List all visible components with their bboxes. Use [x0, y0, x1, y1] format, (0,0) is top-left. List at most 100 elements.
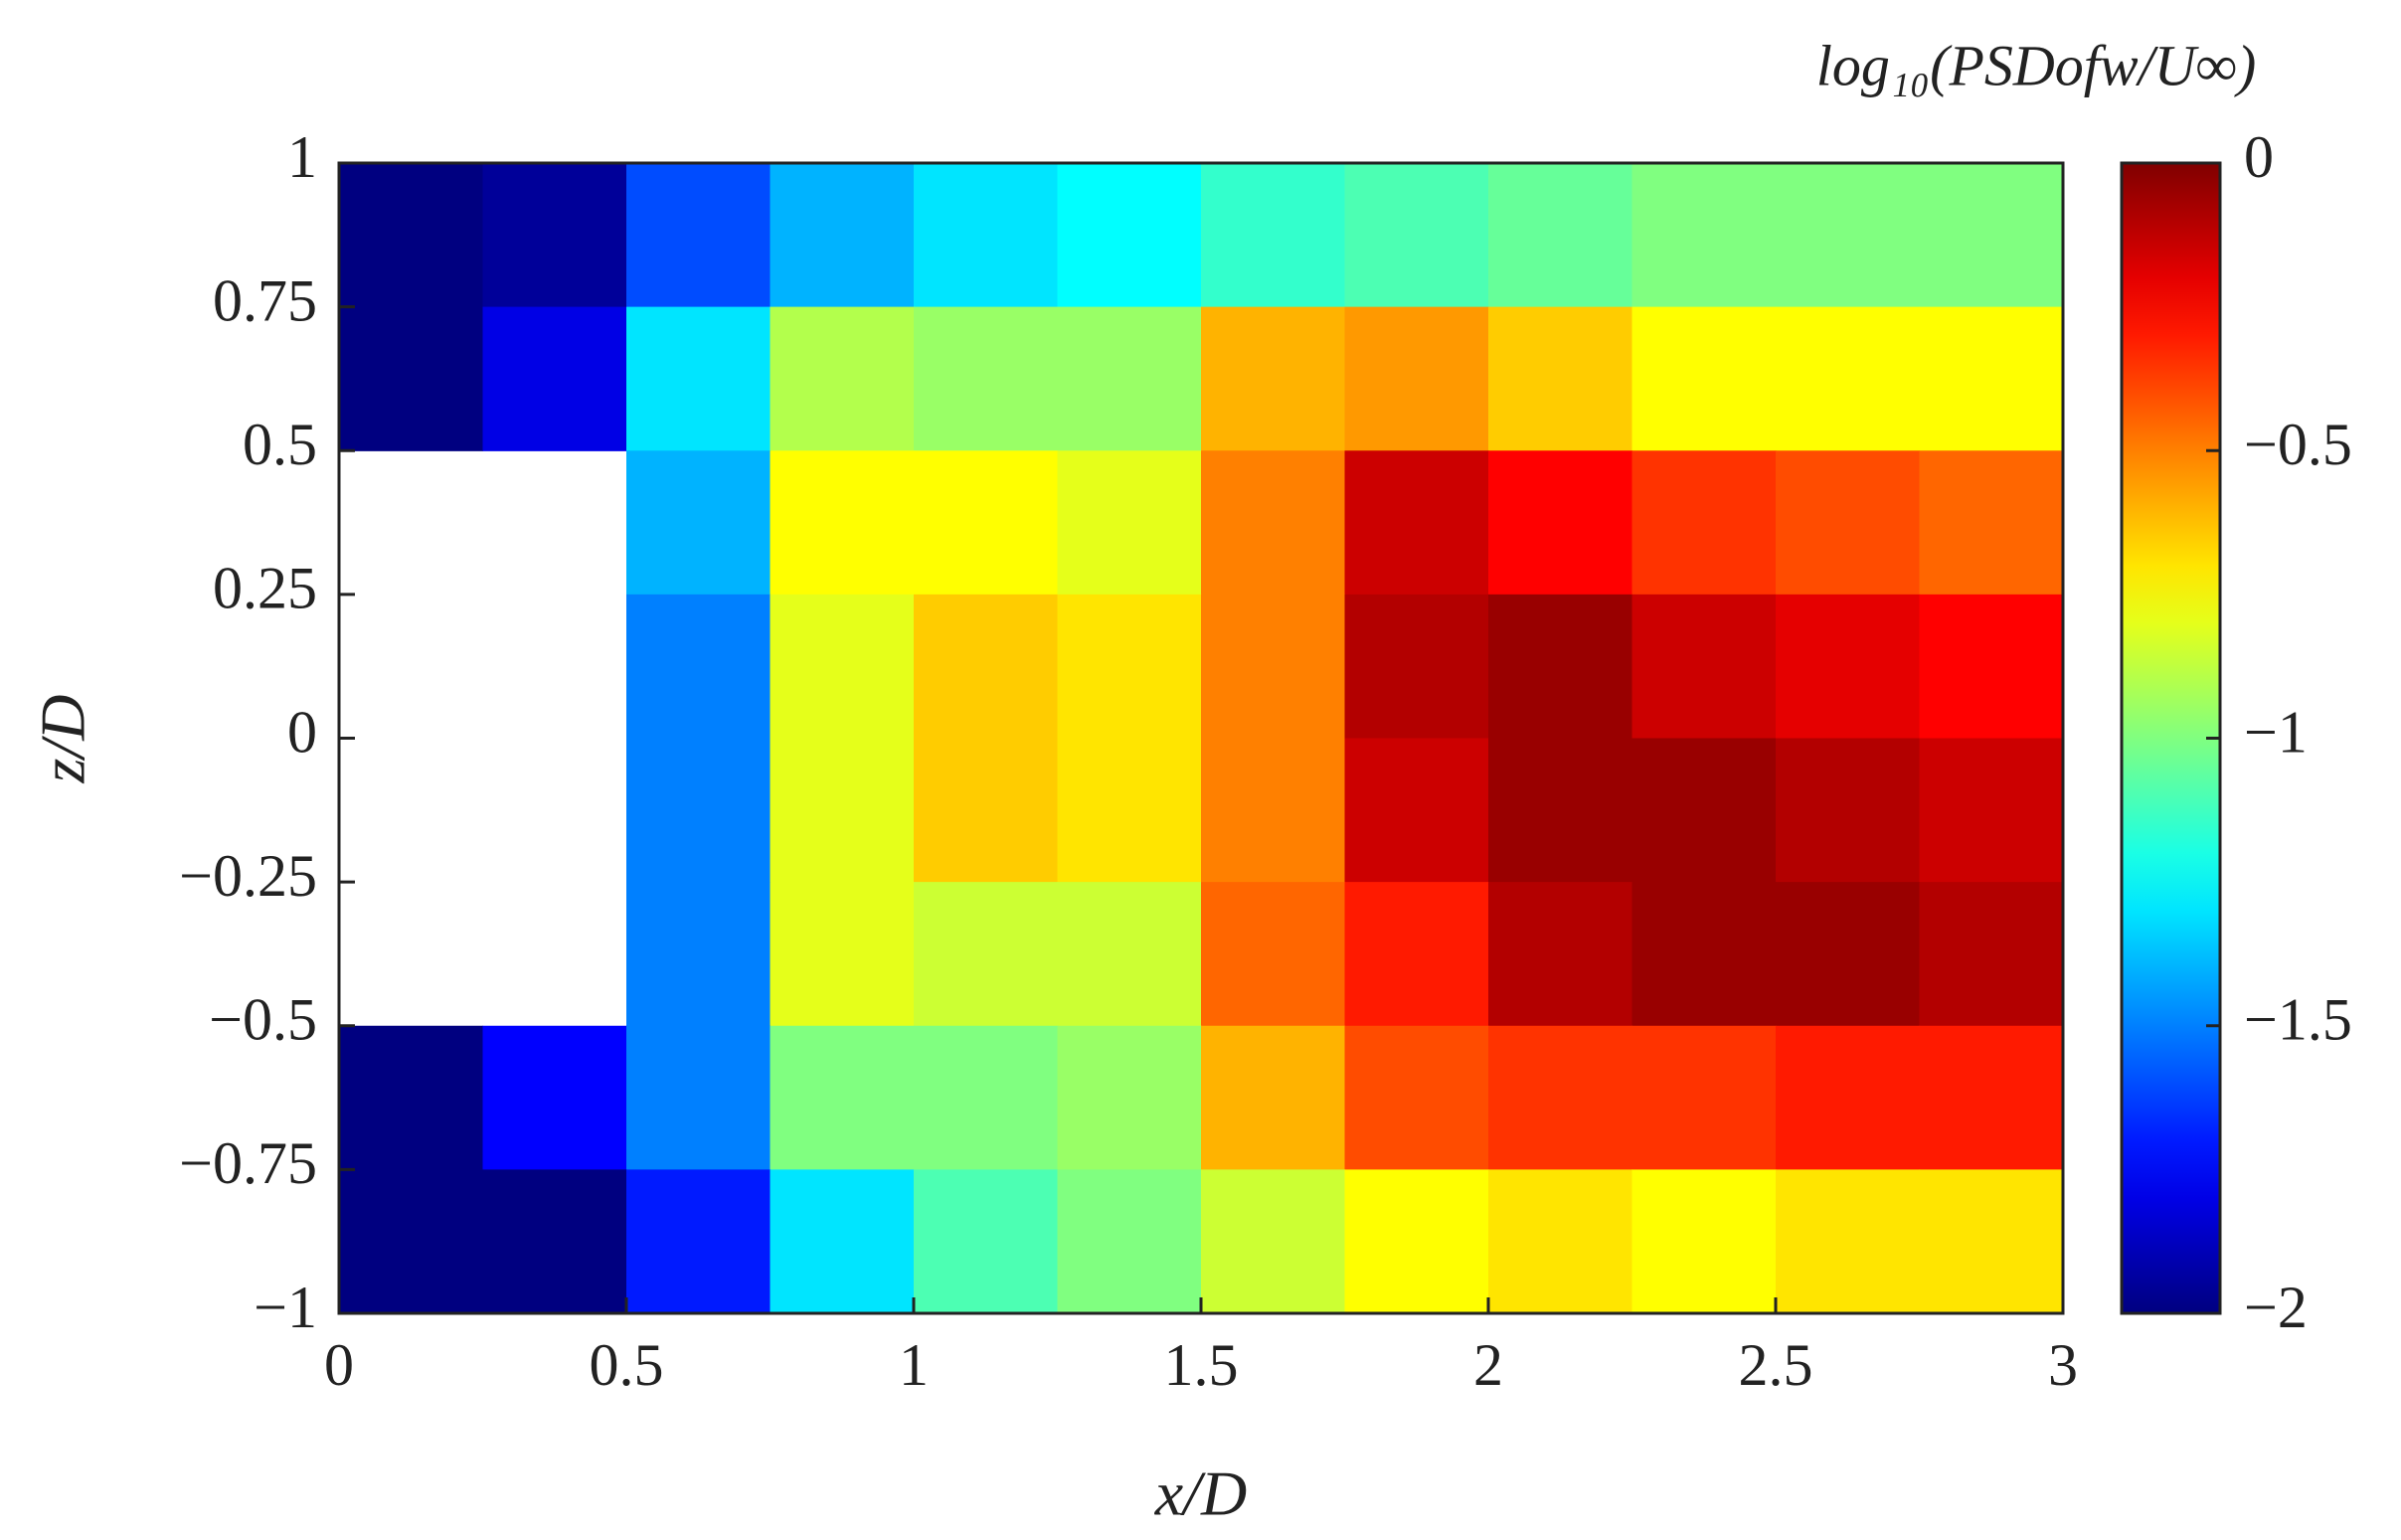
y-tick-label: −0.25: [179, 843, 317, 909]
x-axis-label: x/D: [1154, 1458, 1247, 1529]
heatmap-cell: [1919, 1025, 2064, 1170]
heatmap-cell: [1344, 306, 1489, 451]
heatmap-cell: [626, 1025, 772, 1170]
heatmap-cell: [626, 163, 772, 308]
heatmap-cell: [770, 594, 915, 740]
heatmap-cell: [1057, 1025, 1202, 1170]
heatmap-cell: [914, 1169, 1059, 1314]
heatmap-cell: [1776, 1025, 1921, 1170]
heatmap-cell: [1057, 163, 1202, 308]
y-tick-label: 0.25: [213, 556, 317, 621]
x-tick-label: 0: [324, 1332, 354, 1398]
heatmap-cell: [1201, 738, 1346, 883]
heatmap-cell: [626, 450, 772, 596]
heatmap-cell: [1488, 1025, 1633, 1170]
colorbar: [2120, 161, 2222, 1315]
y-tick-label: 0.75: [213, 267, 317, 333]
heatmap-cell: [1776, 450, 1921, 596]
heatmap-cell: [339, 1025, 484, 1170]
heatmap-cell: [339, 163, 484, 308]
heatmap-cell: [914, 594, 1059, 740]
y-tick-label: 1: [287, 124, 317, 190]
heatmap-cell: [914, 163, 1059, 308]
heatmap-cell: [1919, 163, 2064, 308]
heatmap-cell: [1919, 882, 2064, 1027]
heatmap-cell: [1919, 738, 2064, 883]
y-tick-label: −0.75: [179, 1130, 317, 1196]
heatmap-cell: [770, 306, 915, 451]
heatmap-cell: [1919, 306, 2064, 451]
y-tick-label: −0.5: [209, 987, 317, 1053]
heatmap-cell: [1776, 882, 1921, 1027]
y-tick-label: 0.5: [243, 412, 317, 477]
heatmap-cell: [914, 306, 1059, 451]
colorbar-tick-label: −2: [2244, 1275, 2308, 1340]
x-tick-label: 0.5: [590, 1332, 664, 1398]
heatmap-cell: [1201, 882, 1346, 1027]
heatmap-cell: [1201, 306, 1346, 451]
heatmap-cell: [1057, 450, 1202, 596]
x-tick-label: 1.5: [1164, 1332, 1239, 1398]
colorbar-tick-label: −1.5: [2244, 987, 2352, 1053]
heatmap-cell: [626, 594, 772, 740]
heatmap-cell: [1488, 738, 1633, 883]
heatmap-cell: [770, 1025, 915, 1170]
heatmap-cell: [339, 1169, 484, 1314]
heatmap-cell: [482, 1025, 627, 1170]
heatmap-cell: [914, 450, 1059, 596]
colorbar-tick-label: −1: [2244, 699, 2308, 765]
heatmap-cell: [770, 882, 915, 1027]
heatmap-cell: [1344, 163, 1489, 308]
heatmap-cell: [1919, 1169, 2064, 1314]
heatmap-cell: [1344, 1169, 1489, 1314]
heatmap-cell: [482, 306, 627, 451]
heatmap-cell: [1488, 163, 1633, 308]
heatmap-cell: [339, 306, 484, 451]
heatmap-cell: [1057, 306, 1202, 451]
heatmap-cell: [1488, 1169, 1633, 1314]
heatmap-cell: [1631, 1169, 1777, 1314]
heatmap-cell: [1344, 450, 1489, 596]
heatmap-cell: [1776, 163, 1921, 308]
heatmap-cell: [1488, 594, 1633, 740]
heatmap-cell: [1776, 738, 1921, 883]
heatmap-cell: [770, 1169, 915, 1314]
heatmap-cell: [914, 1025, 1059, 1170]
heatmap-cell: [914, 738, 1059, 883]
heatmap-cell: [1344, 594, 1489, 740]
heatmap-cell: [1344, 1025, 1489, 1170]
x-tick-label: 2: [1473, 1332, 1503, 1398]
heatmap-cell: [1057, 738, 1202, 883]
heatmap-cell: [626, 882, 772, 1027]
heatmap-cell: [1201, 1025, 1346, 1170]
x-tick-label: 1: [899, 1332, 929, 1398]
heatmap-cell: [482, 163, 627, 308]
heatmap-cell: [1488, 882, 1633, 1027]
colorbar-title: log₁₀(PSDofw/U∞): [1816, 33, 2257, 97]
heatmap-cell: [1057, 594, 1202, 740]
colorbar-tick-label: −0.5: [2244, 412, 2352, 477]
heatmap-cell: [1631, 738, 1777, 883]
x-tick-label: 3: [2048, 1332, 2078, 1398]
y-tick-label: 0: [287, 699, 317, 765]
heatmap-cell: [1201, 450, 1346, 596]
heatmap-cell: [1488, 306, 1633, 451]
heatmap-cell: [1776, 594, 1921, 740]
heatmap-cell: [626, 1169, 772, 1314]
x-tick-label: 2.5: [1739, 1332, 1813, 1398]
heatmap-cell: [1776, 1169, 1921, 1314]
heatmap-cell: [770, 738, 915, 883]
y-tick-label: −1: [254, 1275, 317, 1340]
heatmap-cell: [1057, 1169, 1202, 1314]
heatmap-cell: [1057, 882, 1202, 1027]
heatmap-cell: [1919, 594, 2064, 740]
heatmap-cell: [626, 306, 772, 451]
heatmap-cell: [770, 163, 915, 308]
heatmap-cell: [1631, 306, 1777, 451]
heatmap-cell: [1488, 450, 1633, 596]
heatmap-cell: [1631, 450, 1777, 596]
heatmap-cell: [1344, 738, 1489, 883]
heatmap-cell: [1201, 594, 1346, 740]
heatmap-cell: [1201, 1169, 1346, 1314]
